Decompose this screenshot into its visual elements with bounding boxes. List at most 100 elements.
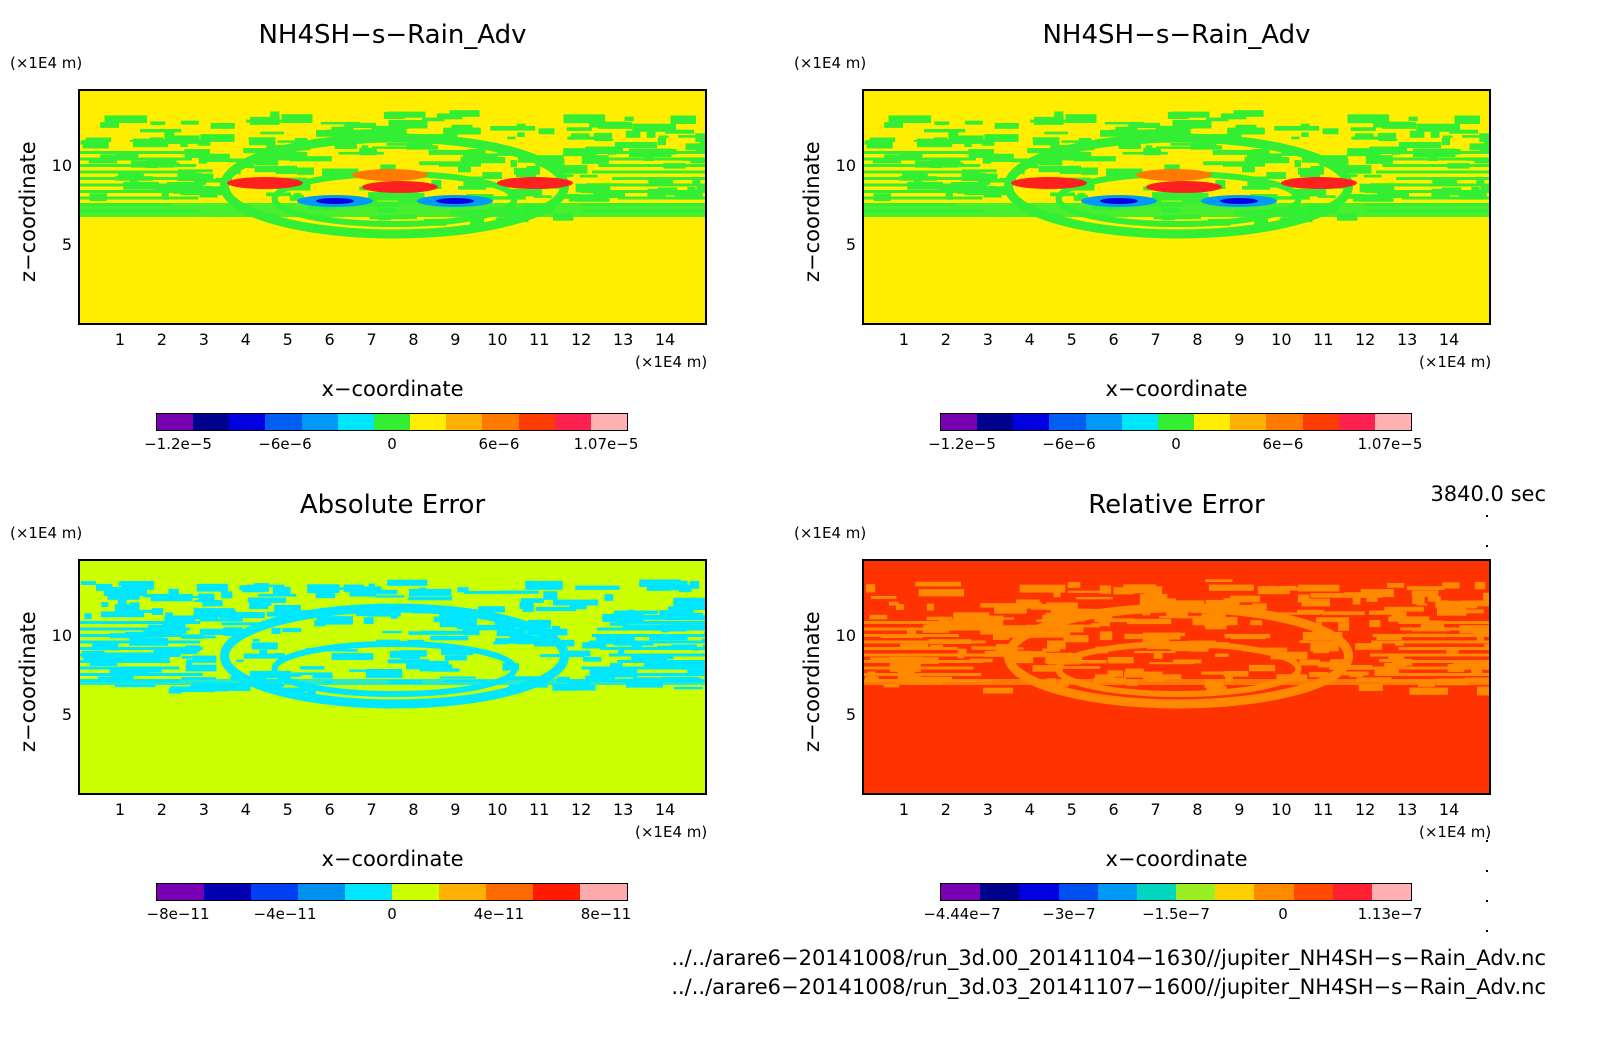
field-patch: [186, 659, 193, 666]
x-tick-label: 8: [1192, 330, 1203, 349]
field-patch: [983, 153, 1014, 162]
field-patch: [386, 142, 433, 146]
field-patch: [458, 163, 471, 173]
field-patch: [496, 628, 526, 637]
colorbar-swatch: [1085, 414, 1122, 430]
field-patch: [444, 655, 467, 661]
x-tick-label: 11: [529, 800, 550, 819]
field-patch: [1266, 172, 1287, 179]
field-patch: [1133, 650, 1176, 654]
field-patch: [1250, 620, 1263, 626]
colorbar-swatch: [1013, 414, 1050, 430]
y-axis-label: z−coordinate: [16, 141, 40, 282]
field-patch: [565, 686, 585, 690]
field-patch: [1252, 603, 1267, 611]
field-band: [80, 627, 191, 631]
field-patch: [1435, 600, 1477, 609]
x-tick-label: 3: [198, 800, 209, 819]
colorbar-swatch: [298, 884, 345, 900]
field-patch: [598, 121, 633, 129]
field-patch: [1205, 579, 1233, 583]
field-patch: [210, 122, 235, 129]
field-patch: [585, 146, 624, 152]
field-band: [864, 177, 966, 180]
field-patch: [926, 603, 934, 611]
field-patch: [331, 653, 374, 661]
field-patch: [1031, 603, 1073, 610]
field-patch: [277, 140, 297, 143]
field-patch: [1280, 152, 1294, 156]
field-patch: [955, 137, 971, 141]
field-patch: [150, 593, 193, 602]
x-tick-label: 2: [940, 800, 951, 819]
field-patch: [266, 611, 279, 617]
field-patch: [922, 629, 950, 633]
field-patch: [1438, 600, 1449, 610]
field-patch: [1247, 153, 1283, 159]
field-patch: [552, 684, 577, 691]
field-patch: [525, 580, 563, 590]
field-patch: [649, 581, 662, 584]
field-patch: [365, 197, 381, 200]
field-patch: [1201, 671, 1225, 675]
x-tick-label: 4: [1024, 800, 1035, 819]
field-patch: [907, 629, 917, 638]
field-patch: [582, 642, 607, 649]
field-patch: [1065, 659, 1107, 664]
field-patch: [1365, 155, 1393, 164]
field-band: [580, 190, 705, 193]
field-patch: [953, 612, 990, 621]
field-patch: [289, 195, 305, 201]
field-band: [864, 151, 973, 154]
x-tick-label: 14: [1438, 330, 1460, 349]
field-patch: [1374, 668, 1399, 676]
field-patch: [147, 158, 177, 163]
field-patch: [913, 179, 923, 185]
field-band: [1382, 164, 1489, 167]
field-patch: [248, 597, 287, 603]
field-patch: [181, 677, 217, 681]
field-patch: [926, 616, 953, 621]
x-tick-label: 7: [1150, 330, 1161, 349]
field-patch: [1377, 190, 1409, 199]
field-patch: [1369, 146, 1408, 152]
field-patch: [1483, 592, 1489, 601]
field-patch: [507, 136, 516, 140]
field-patch: [1347, 114, 1390, 124]
field-svg: [80, 110, 705, 239]
field-patch: [180, 140, 188, 148]
field-patch: [1474, 159, 1489, 164]
field-patch: [579, 174, 598, 178]
field-patch: [1352, 193, 1365, 202]
colorbar-swatch: [1049, 414, 1086, 430]
field-patch: [1039, 157, 1056, 166]
field-patch: [466, 176, 488, 179]
field-band: [864, 660, 983, 663]
field-patch: [1338, 611, 1361, 615]
field-patch: [1049, 159, 1063, 166]
field-patch: [1476, 178, 1485, 184]
field-patch: [994, 122, 1019, 129]
field-patch: [103, 587, 148, 596]
field-patch: [884, 154, 899, 160]
field-patch: [1047, 640, 1066, 650]
field-patch: [1190, 646, 1209, 652]
field-patch: [632, 123, 677, 132]
field-patch: [1469, 143, 1489, 150]
field-patch: [1458, 609, 1484, 614]
field-band: [80, 673, 203, 676]
field-patch: [1172, 120, 1212, 129]
field-patch: [636, 655, 674, 660]
field-band: [864, 164, 981, 167]
field-patch: [439, 621, 478, 628]
field-patch: [1167, 111, 1189, 119]
x-tick-label: 2: [156, 330, 167, 349]
x-tick-label: 4: [1024, 330, 1035, 349]
field-patch: [1242, 185, 1270, 190]
field-patch: [107, 594, 140, 600]
field-patch: [1369, 620, 1381, 628]
x-tick-label: 7: [366, 330, 377, 349]
colorbar-swatch: [301, 414, 338, 430]
field-patch: [1270, 651, 1308, 660]
field-patch: [129, 179, 139, 185]
